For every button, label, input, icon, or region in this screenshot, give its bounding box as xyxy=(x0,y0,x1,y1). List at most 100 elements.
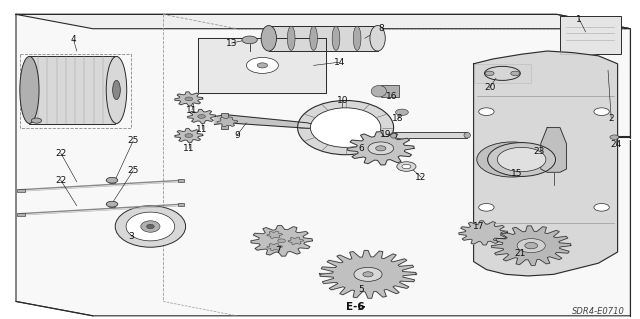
Circle shape xyxy=(402,164,411,169)
Circle shape xyxy=(477,142,547,177)
Text: 7: 7 xyxy=(276,246,281,255)
Circle shape xyxy=(106,177,118,183)
Ellipse shape xyxy=(113,80,120,100)
Circle shape xyxy=(363,272,373,277)
Circle shape xyxy=(354,267,382,281)
Polygon shape xyxy=(217,117,237,127)
Polygon shape xyxy=(16,14,630,316)
Polygon shape xyxy=(267,231,282,239)
Circle shape xyxy=(198,115,205,118)
Text: 11: 11 xyxy=(186,106,198,115)
Polygon shape xyxy=(459,221,508,245)
Text: 14: 14 xyxy=(333,58,345,67)
Text: 3: 3 xyxy=(129,232,134,241)
Ellipse shape xyxy=(287,26,295,50)
Circle shape xyxy=(185,97,193,101)
Bar xyxy=(560,16,621,54)
Ellipse shape xyxy=(464,132,470,138)
Circle shape xyxy=(106,201,118,207)
Ellipse shape xyxy=(390,132,397,138)
Ellipse shape xyxy=(371,85,387,97)
Circle shape xyxy=(479,204,494,211)
Text: 11: 11 xyxy=(196,125,207,134)
Circle shape xyxy=(488,147,536,172)
Polygon shape xyxy=(267,243,282,251)
Text: 11: 11 xyxy=(183,144,195,153)
Bar xyxy=(17,213,25,216)
Circle shape xyxy=(497,147,546,172)
Polygon shape xyxy=(320,250,416,298)
Text: 22: 22 xyxy=(55,149,67,158)
Ellipse shape xyxy=(370,26,385,51)
Ellipse shape xyxy=(20,56,39,123)
Text: 18: 18 xyxy=(392,114,404,123)
Circle shape xyxy=(246,57,278,73)
Circle shape xyxy=(376,146,386,151)
Bar xyxy=(474,64,531,83)
Bar xyxy=(394,132,467,138)
Bar xyxy=(29,56,115,124)
Polygon shape xyxy=(214,115,314,128)
Ellipse shape xyxy=(332,26,340,50)
Polygon shape xyxy=(288,237,303,245)
Circle shape xyxy=(485,71,494,76)
Circle shape xyxy=(511,71,520,76)
Circle shape xyxy=(396,109,408,115)
Bar xyxy=(17,189,25,192)
Text: 10: 10 xyxy=(337,96,348,105)
Circle shape xyxy=(594,108,609,115)
Circle shape xyxy=(242,36,257,44)
Polygon shape xyxy=(251,226,312,256)
Circle shape xyxy=(31,118,42,123)
Circle shape xyxy=(397,162,416,171)
Ellipse shape xyxy=(261,26,276,51)
Bar xyxy=(269,26,378,51)
Polygon shape xyxy=(474,51,618,276)
Text: 12: 12 xyxy=(415,173,427,182)
Bar xyxy=(178,203,184,206)
Polygon shape xyxy=(175,92,203,106)
Text: 24: 24 xyxy=(611,140,622,149)
Circle shape xyxy=(368,142,394,155)
Text: 4: 4 xyxy=(71,35,76,44)
Text: 22: 22 xyxy=(55,176,67,185)
Circle shape xyxy=(278,239,285,243)
Text: 15: 15 xyxy=(511,169,523,178)
Text: SDR4-E0710: SDR4-E0710 xyxy=(572,307,625,315)
Circle shape xyxy=(517,239,545,253)
Text: 20: 20 xyxy=(484,83,495,92)
Bar xyxy=(178,179,184,182)
Ellipse shape xyxy=(310,108,381,147)
Text: 16: 16 xyxy=(386,92,397,101)
Polygon shape xyxy=(541,128,566,172)
Text: E-6: E-6 xyxy=(346,302,365,312)
Text: 23: 23 xyxy=(533,147,545,156)
Text: 8: 8 xyxy=(378,24,383,33)
Circle shape xyxy=(610,135,619,139)
Polygon shape xyxy=(16,14,630,29)
Text: 9: 9 xyxy=(234,131,239,140)
Text: 2: 2 xyxy=(609,114,614,122)
Ellipse shape xyxy=(298,100,394,155)
Ellipse shape xyxy=(115,206,186,247)
Polygon shape xyxy=(198,38,326,93)
Circle shape xyxy=(479,108,494,115)
Text: 19: 19 xyxy=(380,130,392,139)
Ellipse shape xyxy=(106,56,127,123)
Text: 6: 6 xyxy=(359,144,364,153)
Text: 25: 25 xyxy=(127,166,139,175)
Text: 21: 21 xyxy=(514,249,525,258)
Ellipse shape xyxy=(310,26,317,50)
Ellipse shape xyxy=(126,212,175,241)
Circle shape xyxy=(257,63,268,68)
Bar xyxy=(221,113,228,129)
Circle shape xyxy=(525,242,538,249)
Text: 5: 5 xyxy=(359,285,364,294)
Text: 1: 1 xyxy=(577,15,582,24)
Polygon shape xyxy=(188,109,216,123)
Bar xyxy=(381,85,399,97)
Text: 25: 25 xyxy=(127,137,139,145)
Ellipse shape xyxy=(353,26,361,50)
Circle shape xyxy=(488,143,556,176)
Text: 13: 13 xyxy=(226,39,237,48)
